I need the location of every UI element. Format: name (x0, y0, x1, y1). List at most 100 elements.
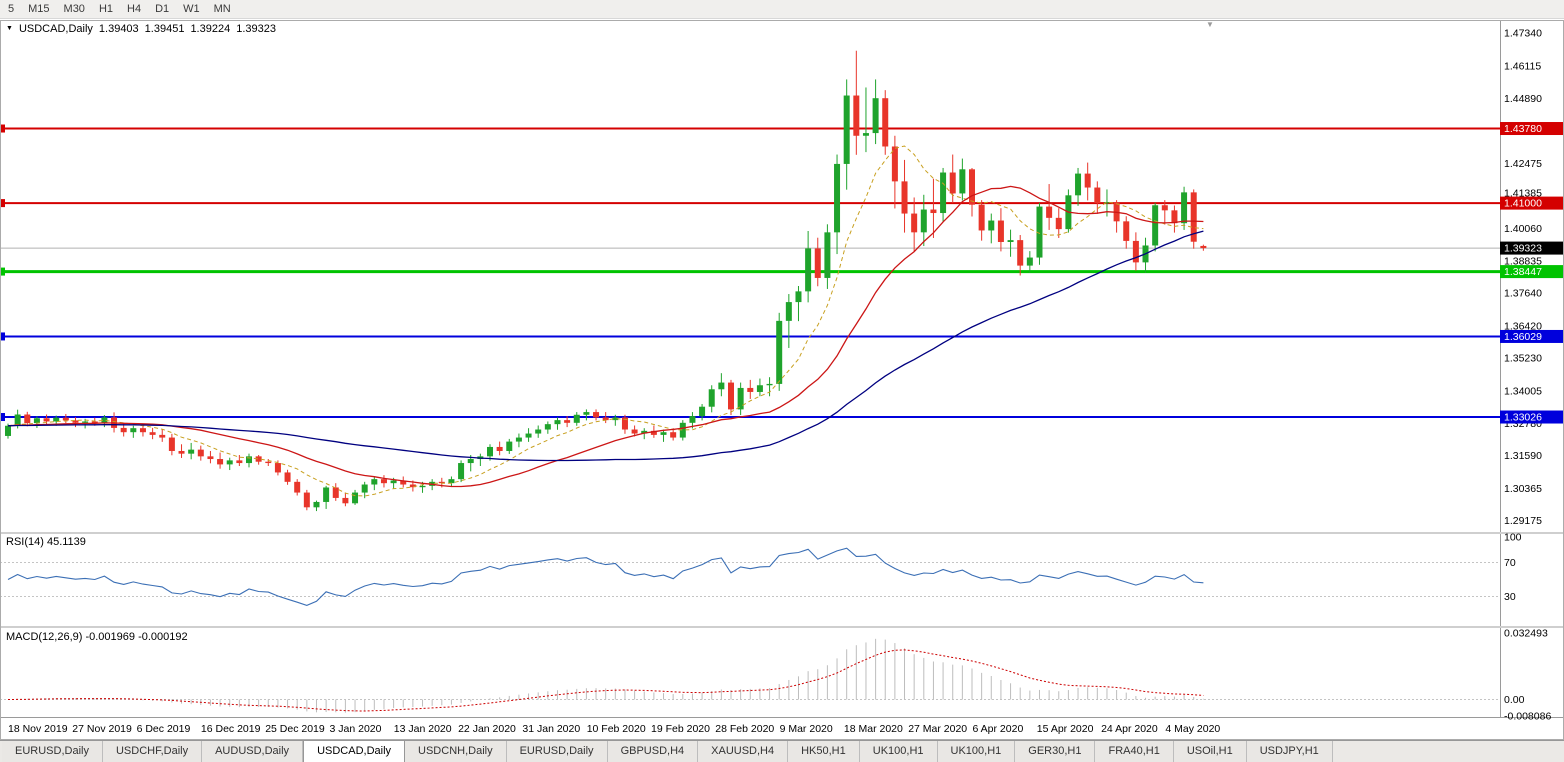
chart-tab-EURUSD-Daily[interactable]: EURUSD,Daily (506, 741, 608, 762)
chart-tab-GER30-H1[interactable]: GER30,H1 (1015, 741, 1096, 762)
price-tick: 1.41385 (1504, 187, 1542, 199)
hline-left-marker (0, 413, 5, 422)
ohlc-low: 1.39224 (190, 23, 231, 35)
price-tick: 1.31590 (1504, 450, 1542, 462)
date-tick: 27 Nov 2019 (72, 723, 132, 735)
price-tick: 1.34005 (1504, 385, 1542, 397)
price-badge-text: 1.33026 (1504, 412, 1542, 424)
macd-histogram (17, 638, 1204, 713)
date-tick: 31 Jan 2020 (522, 723, 580, 735)
date-tick: 27 Mar 2020 (908, 723, 967, 735)
chart-symbol-label: USDCAD,Daily (18, 23, 93, 35)
rsi-tick: 70 (1504, 557, 1516, 569)
candles-layer (5, 50, 1207, 512)
chart-tab-XAUUSD-H4[interactable]: XAUUSD,H4 (698, 741, 789, 762)
chart-tab-UK100-H1[interactable]: UK100,H1 (937, 741, 1016, 762)
ma-slow-line (7, 230, 1204, 462)
date-tick: 4 May 2020 (1165, 723, 1220, 735)
hline-left-marker (0, 332, 5, 341)
date-tick: 16 Dec 2019 (201, 723, 261, 735)
panel-splitter[interactable] (0, 532, 1564, 534)
rsi-indicator-label: RSI(14) 45.1139 (6, 536, 86, 548)
macd-tick: -0.008086 (1504, 711, 1551, 723)
date-tick: 24 Apr 2020 (1101, 723, 1158, 735)
timeframe-button-M30[interactable]: M30 (63, 3, 85, 15)
price-badge-1.36029 (1500, 329, 1564, 343)
date-tick: 9 Mar 2020 (780, 723, 833, 735)
date-tick: 28 Feb 2020 (715, 723, 774, 735)
timeframe-button-W1[interactable]: W1 (183, 3, 200, 15)
chart-tab-GBPUSD-H4[interactable]: GBPUSD,H4 (607, 741, 699, 762)
timeframe-button-H1[interactable]: H1 (98, 3, 113, 15)
chart-canvas[interactable]: 1.47340 1.46115 1.44890 1.42475 1.41385 1.400… (0, 18, 1564, 740)
price-badge-1.41000 (1500, 196, 1564, 210)
price-tick: 1.46115 (1504, 60, 1541, 72)
timeframe-button-H4[interactable]: H4 (127, 3, 142, 15)
macd-indicator-label: MACD(12,26,9) -0.001969 -0.000192 (6, 631, 188, 643)
price-tick: 1.40060 (1504, 223, 1542, 235)
date-tick: 10 Feb 2020 (587, 723, 646, 735)
ohlc-close: 1.39323 (236, 23, 276, 35)
chart-tab-USDJPY-H1[interactable]: USDJPY,H1 (1246, 741, 1333, 762)
timeframe-toolbar: 5 M15 M30 H1 H4 D1 W1 MN (0, 0, 1564, 19)
price-badge-1.39323 (1500, 241, 1564, 255)
date-tick: 18 Nov 2019 (8, 723, 68, 735)
chart-tab-USDCAD-Daily[interactable]: USDCAD,Daily (303, 741, 406, 762)
chart-menu-icon[interactable]: ▼ (6, 24, 13, 32)
date-tick: 25 Dec 2019 (265, 723, 325, 735)
timeframe-button-M15[interactable]: M15 (28, 3, 50, 15)
price-tick: 1.35230 (1504, 352, 1542, 364)
price-tick: 1.44890 (1504, 93, 1542, 105)
date-tick: 3 Jan 2020 (330, 723, 382, 735)
hline-left-marker (0, 124, 5, 133)
timeframe-button-5[interactable]: 5 (8, 3, 15, 15)
date-tick: 13 Jan 2020 (394, 723, 452, 735)
price-tick: 1.36420 (1504, 320, 1542, 332)
price-badge-text: 1.43780 (1504, 123, 1542, 135)
chart-ohlc-header: ▼ USDCAD,Daily 1.39403 1.39451 1.39224 1… (6, 23, 276, 35)
macd-tick: 0.032493 (1504, 627, 1548, 639)
date-tick: 19 Feb 2020 (651, 723, 710, 735)
price-tick: 1.42475 (1504, 158, 1542, 170)
timeframe-button-MN[interactable]: MN (213, 3, 231, 15)
price-badge-1.43780 (1500, 122, 1564, 136)
price-badge-text: 1.39323 (1504, 243, 1542, 255)
chart-tab-UK100-H1[interactable]: UK100,H1 (859, 741, 938, 762)
date-tick: 18 Mar 2020 (844, 723, 903, 735)
chart-tab-USOil-H1[interactable]: USOil,H1 (1173, 741, 1247, 762)
hline-left-marker (0, 267, 5, 276)
date-tick: 22 Jan 2020 (458, 723, 516, 735)
chart-tab-FRA40-H1[interactable]: FRA40,H1 (1095, 741, 1174, 762)
macd-tick: 0.00 (1504, 694, 1525, 706)
chart-tabs-bar: EURUSD,Daily USDCHF,Daily AUDUSD,Daily USDC… (0, 740, 1564, 762)
date-tick: 15 Apr 2020 (1037, 723, 1094, 735)
rsi-tick: 100 (1504, 532, 1522, 544)
hline-left-marker (0, 199, 5, 208)
date-tick: 6 Dec 2019 (137, 723, 191, 735)
chart-tab-HK50-H1[interactable]: HK50,H1 (788, 741, 860, 762)
timeframe-button-D1[interactable]: D1 (155, 3, 170, 15)
price-badge-1.33026 (1500, 410, 1564, 424)
chart-tab-USDCNH-Daily[interactable]: USDCNH,Daily (405, 741, 507, 762)
price-badge-text: 1.36029 (1504, 331, 1542, 343)
ohlc-high: 1.39451 (144, 23, 185, 35)
price-tick: 1.30365 (1504, 483, 1542, 495)
panel-splitter[interactable] (0, 626, 1564, 628)
rsi-tick: 30 (1504, 591, 1516, 603)
chart-tab-USDCHF-Daily[interactable]: USDCHF,Daily (102, 741, 203, 762)
price-tick: 1.38835 (1504, 256, 1542, 268)
chart-tab-AUDUSD-Daily[interactable]: AUDUSD,Daily (202, 741, 304, 762)
ohlc-open: 1.39403 (98, 23, 139, 35)
ma-mid-line (7, 185, 1204, 488)
chart-shift-marker-icon[interactable]: ▼ (1206, 20, 1214, 29)
price-badge-1.38447 (1500, 265, 1564, 279)
chart-tab-EURUSD-Daily[interactable]: EURUSD,Daily (2, 741, 103, 762)
price-tick: 1.47340 (1504, 28, 1542, 40)
price-tick: 1.29175 (1504, 515, 1542, 527)
date-tick: 6 Apr 2020 (973, 723, 1024, 735)
ma-fast-line (7, 145, 1204, 497)
price-badge-text: 1.38447 (1504, 266, 1542, 278)
price-tick: 1.37640 (1504, 288, 1542, 300)
rsi-line (7, 547, 1204, 606)
